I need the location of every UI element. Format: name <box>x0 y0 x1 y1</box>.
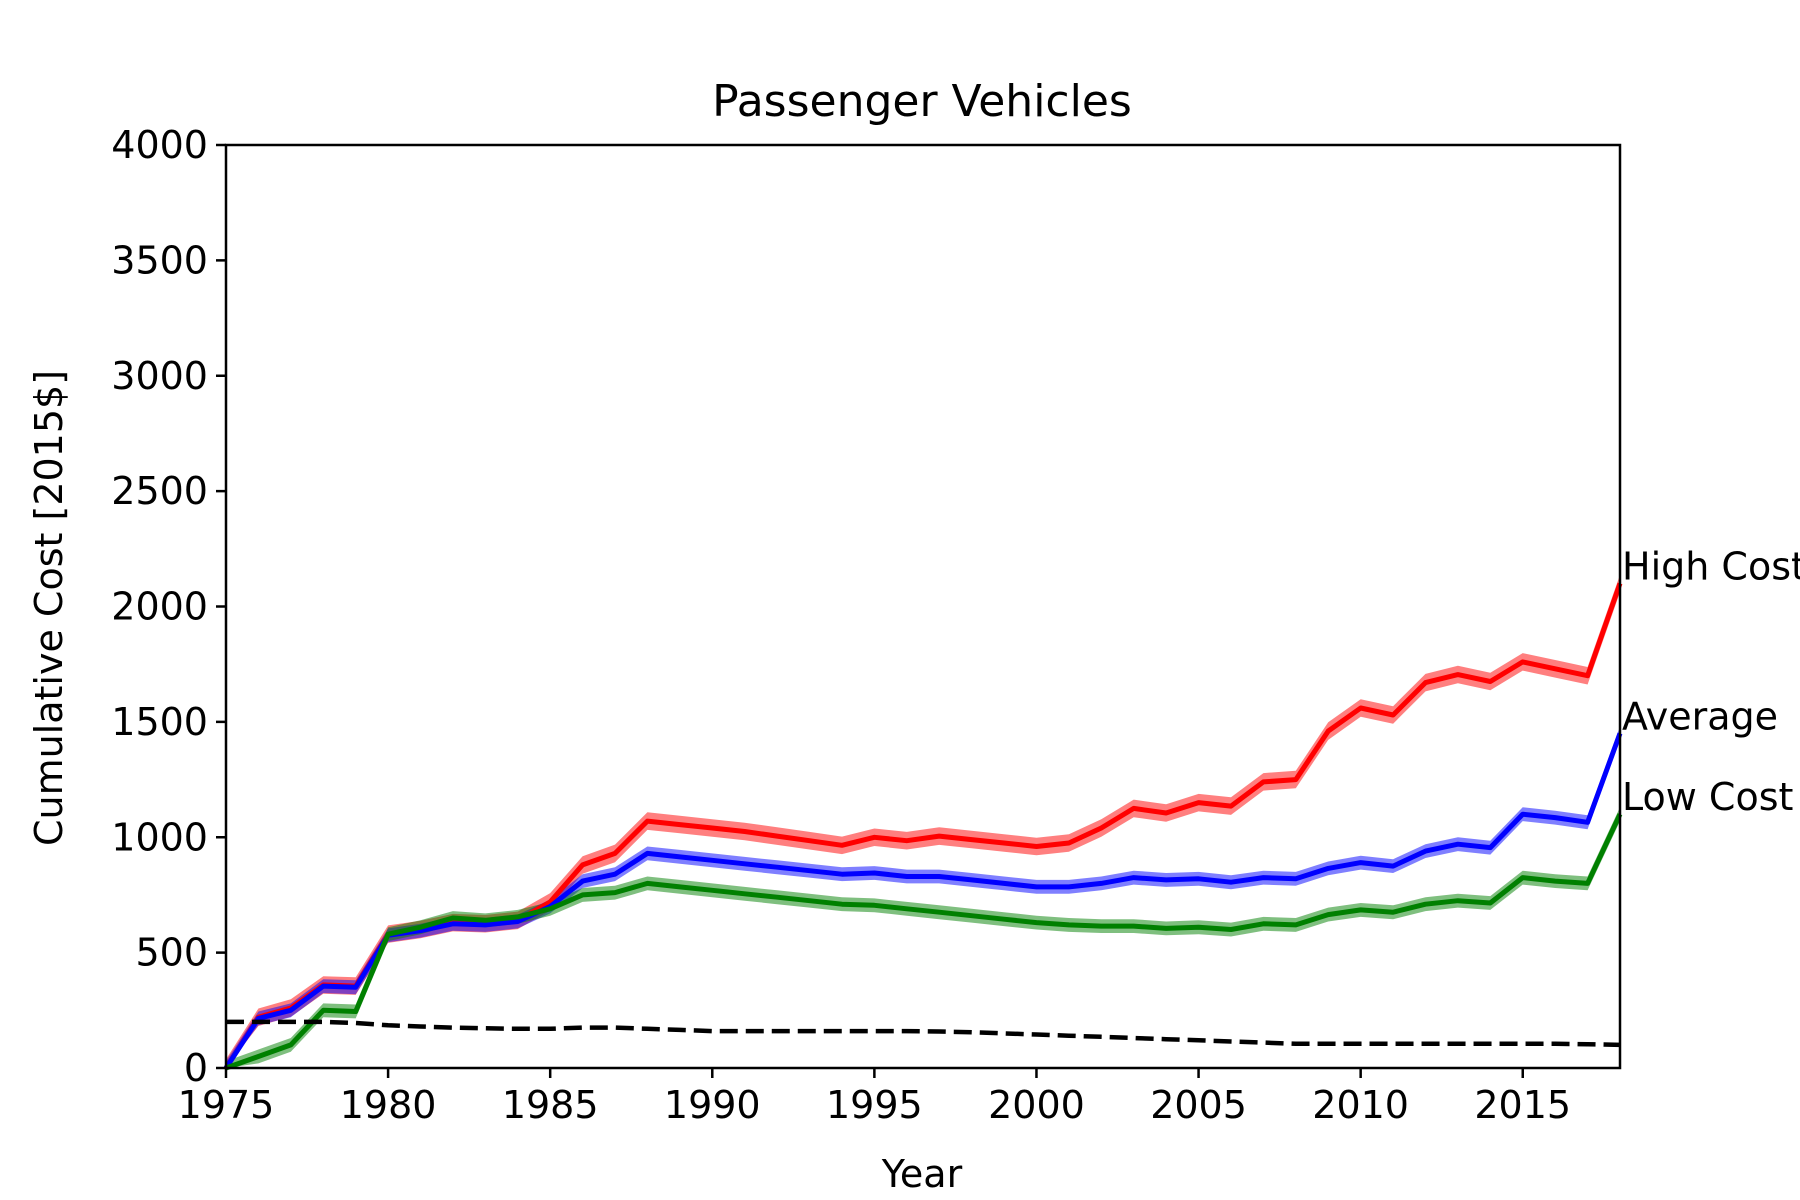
band-average <box>226 726 1620 1068</box>
y-tick-label: 3000 <box>111 354 208 398</box>
line-high-cost <box>223 582 1623 1070</box>
y-tick-label: 1000 <box>111 815 208 859</box>
y-tick-label: 3500 <box>111 238 208 282</box>
y-tick-label: 2500 <box>111 469 208 513</box>
y-axis: 0 500 1000 1500 2000 2500 3000 3500 4000 <box>111 123 226 1090</box>
x-tick-label: 1980 <box>340 1083 437 1127</box>
y-axis-label: Cumulative Cost [2015$] <box>27 370 71 846</box>
y-tick-label: 1500 <box>111 700 208 744</box>
x-tick-label: 2005 <box>1150 1083 1247 1127</box>
x-tick-label: 2000 <box>988 1083 1085 1127</box>
y-tick-label: 0 <box>184 1046 208 1090</box>
x-axis: 1975 1980 1985 1990 1995 2000 2005 2010 2015 <box>178 1068 1571 1127</box>
y-tick-label: 2000 <box>111 585 208 629</box>
end-label-high-cost: High Cost <box>1622 544 1800 588</box>
line-average <box>223 732 1623 1070</box>
x-tick-label: 1990 <box>664 1083 761 1127</box>
end-label-average: Average <box>1622 694 1778 738</box>
series-lines <box>223 582 1623 1071</box>
x-tick-label: 1975 <box>178 1083 275 1127</box>
x-axis-label: Year <box>881 1152 963 1196</box>
y-tick-label: 500 <box>135 931 208 975</box>
end-label-low-cost: Low Cost <box>1622 775 1793 819</box>
band-high-cost <box>226 574 1620 1068</box>
x-tick-label: 1985 <box>502 1083 599 1127</box>
x-tick-label: 2010 <box>1312 1083 1409 1127</box>
series-end-labels: High Cost Average Low Cost <box>1622 544 1800 819</box>
x-tick-label: 2015 <box>1474 1083 1571 1127</box>
y-tick-label: 4000 <box>111 123 208 167</box>
confidence-bands <box>226 574 1620 1068</box>
line-baseline-dashed <box>226 1019 1621 1048</box>
chart-title: Passenger Vehicles <box>712 76 1132 127</box>
line-low-cost <box>225 813 1623 1071</box>
x-tick-label: 1995 <box>826 1083 923 1127</box>
